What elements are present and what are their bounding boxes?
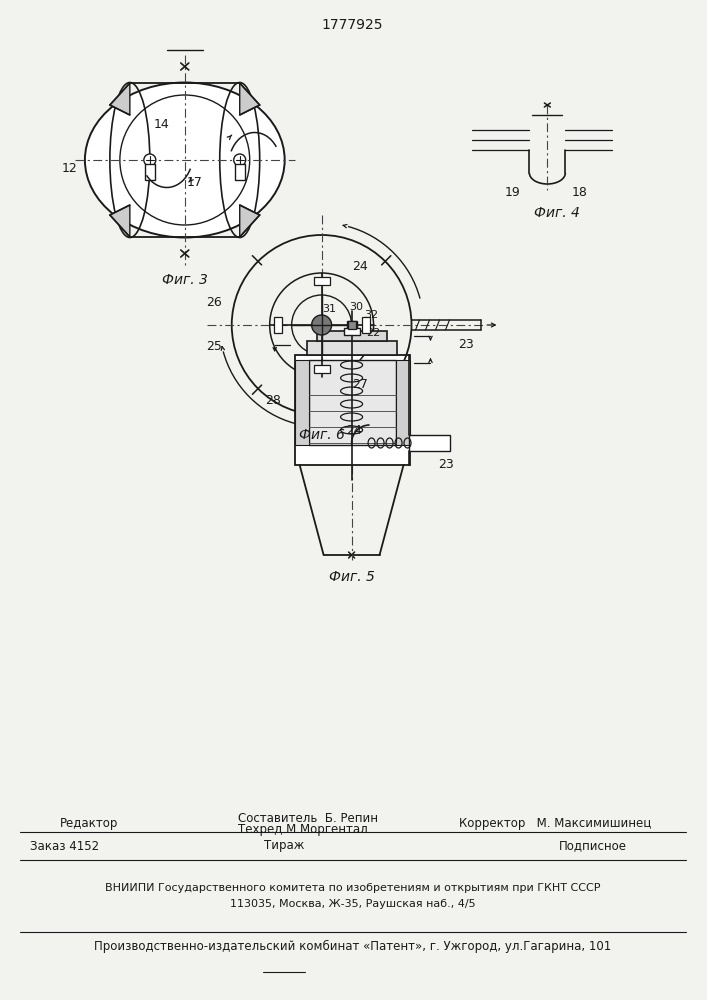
Text: 19: 19 [505,186,520,200]
Text: 113035, Москва, Ж-35, Раушская наб., 4/5: 113035, Москва, Ж-35, Раушская наб., 4/5 [230,899,475,909]
Text: 24: 24 [346,424,361,436]
Bar [346,321,356,329]
Bar [145,164,155,180]
Circle shape [234,154,246,166]
Text: 30: 30 [349,302,363,312]
Text: Техред М.Моргентал: Техред М.Моргентал [238,824,368,836]
Text: 26: 26 [206,296,221,310]
Text: 18: 18 [571,186,588,200]
Text: 27: 27 [351,378,368,391]
Bar [361,317,370,333]
Text: 23: 23 [438,458,455,472]
Text: 1777925: 1777925 [322,18,383,32]
Bar [409,435,450,451]
Polygon shape [110,83,130,115]
Text: Фиг. 6: Фиг. 6 [298,428,344,442]
Circle shape [312,315,332,335]
Bar [309,360,395,445]
Text: 14: 14 [154,118,170,131]
Text: Производственно-издательский комбинат «Патент», г. Ужгород, ул.Гагарина, 101: Производственно-издательский комбинат «П… [94,939,612,953]
Text: Подписное: Подписное [559,840,627,852]
Ellipse shape [85,83,285,237]
Circle shape [144,154,156,166]
Text: 29: 29 [312,322,327,332]
Polygon shape [240,83,259,115]
Text: Фиг. 3: Фиг. 3 [162,273,208,287]
Text: ВНИИПИ Государственного комитета по изобретениям и открытиям при ГКНТ СССР: ВНИИПИ Государственного комитета по изоб… [105,883,600,893]
Text: Заказ 4152: Заказ 4152 [30,840,99,852]
Text: 25: 25 [206,340,222,354]
Bar [317,331,387,341]
Bar [295,360,309,445]
Bar [395,360,409,445]
Bar [307,341,397,355]
Polygon shape [110,205,130,237]
Text: Фиг. 4: Фиг. 4 [534,206,580,220]
Text: Тираж: Тираж [264,840,305,852]
Polygon shape [240,205,259,237]
Text: 17: 17 [187,176,203,188]
Text: Фиг. 5: Фиг. 5 [329,570,375,584]
Text: Редактор: Редактор [60,818,118,830]
Bar [314,365,329,373]
Text: 22: 22 [366,328,380,338]
Text: Корректор   М. Максимишинец: Корректор М. Максимишинец [460,818,652,830]
Bar [235,164,245,180]
Bar [314,277,329,285]
Text: 24: 24 [351,260,368,273]
Text: Составитель  Б. Репин: Составитель Б. Репин [238,812,378,824]
Text: 31: 31 [322,304,337,314]
Text: 12: 12 [62,161,78,174]
Bar [344,328,360,335]
Text: 32: 32 [365,310,379,320]
Text: 23: 23 [459,338,474,352]
Bar [274,317,281,333]
Text: 28: 28 [264,393,281,406]
Bar [295,355,409,465]
Bar [348,321,356,329]
